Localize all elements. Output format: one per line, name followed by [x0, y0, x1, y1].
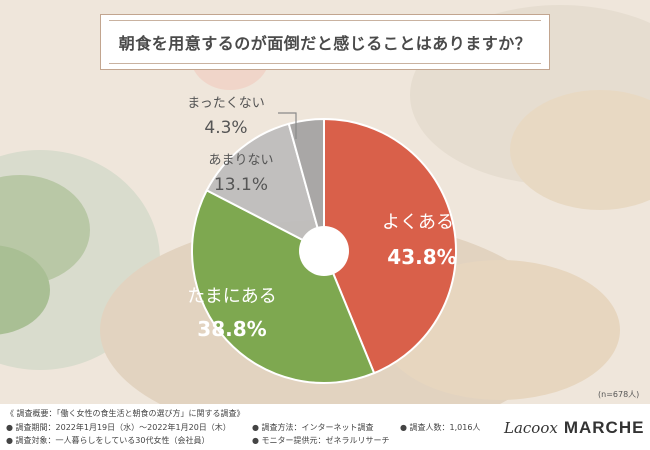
slice-label-mattaku-nai: まったくない — [187, 96, 264, 111]
survey-target: ● 調査対象：一人暮らしをしている30代女性（会社員） — [6, 436, 210, 445]
slice-value-mattaku-nai: 4.3% — [204, 118, 247, 138]
survey-title-line: 《 調査概要：「働く女性の食生活と朝食の選び方」に関する調査》 — [6, 409, 245, 418]
brand-logo-bold: MARCHE — [563, 418, 645, 437]
chart-title-box: 朝食を用意するのが面倒だと感じることはありますか？ — [100, 14, 550, 70]
leader-line — [278, 112, 297, 139]
brand-logo: Lacoox MARCHE — [504, 416, 644, 440]
slice-value-amari-nai: 13.1% — [214, 175, 268, 195]
slice-mattaku-nai — [287, 117, 325, 252]
slice-label-yoku-aru: よくある — [382, 212, 454, 233]
title-rule-bottom — [109, 63, 541, 64]
pie-slices — [191, 117, 457, 384]
pie-center-hole — [299, 226, 349, 276]
title-rule-top — [109, 20, 541, 21]
brand-logo-script: Lacoox — [504, 419, 558, 437]
sample-size-note: (n=678人) — [598, 390, 640, 399]
slice-yoku-aru — [323, 117, 457, 375]
survey-method: ● 調査方法：インターネット調査 — [252, 423, 374, 432]
slice-amari-nai — [205, 122, 326, 253]
survey-provider: ● モニター提供元：ゼネラルリサーチ — [252, 436, 390, 445]
survey-footer: 《 調査概要：「働く女性の食生活と朝食の選び方」に関する調査》 ● 調査期間：2… — [0, 404, 650, 450]
survey-count: ● 調査人数：1,016人 — [400, 423, 481, 432]
slice-value-tamani-aru: 38.8% — [197, 317, 266, 341]
slice-label-tamani-aru: たまにある — [187, 286, 276, 307]
survey-period: ● 調査期間：2022年1月19日（水）〜2022年1月20日（木） — [6, 423, 231, 432]
slice-tamani-aru — [191, 188, 376, 384]
chart-title: 朝食を用意するのが面倒だと感じることはありますか？ — [118, 34, 532, 53]
slice-value-yoku-aru: 43.8% — [387, 245, 456, 269]
slice-label-amari-nai: あまりない — [208, 153, 273, 168]
